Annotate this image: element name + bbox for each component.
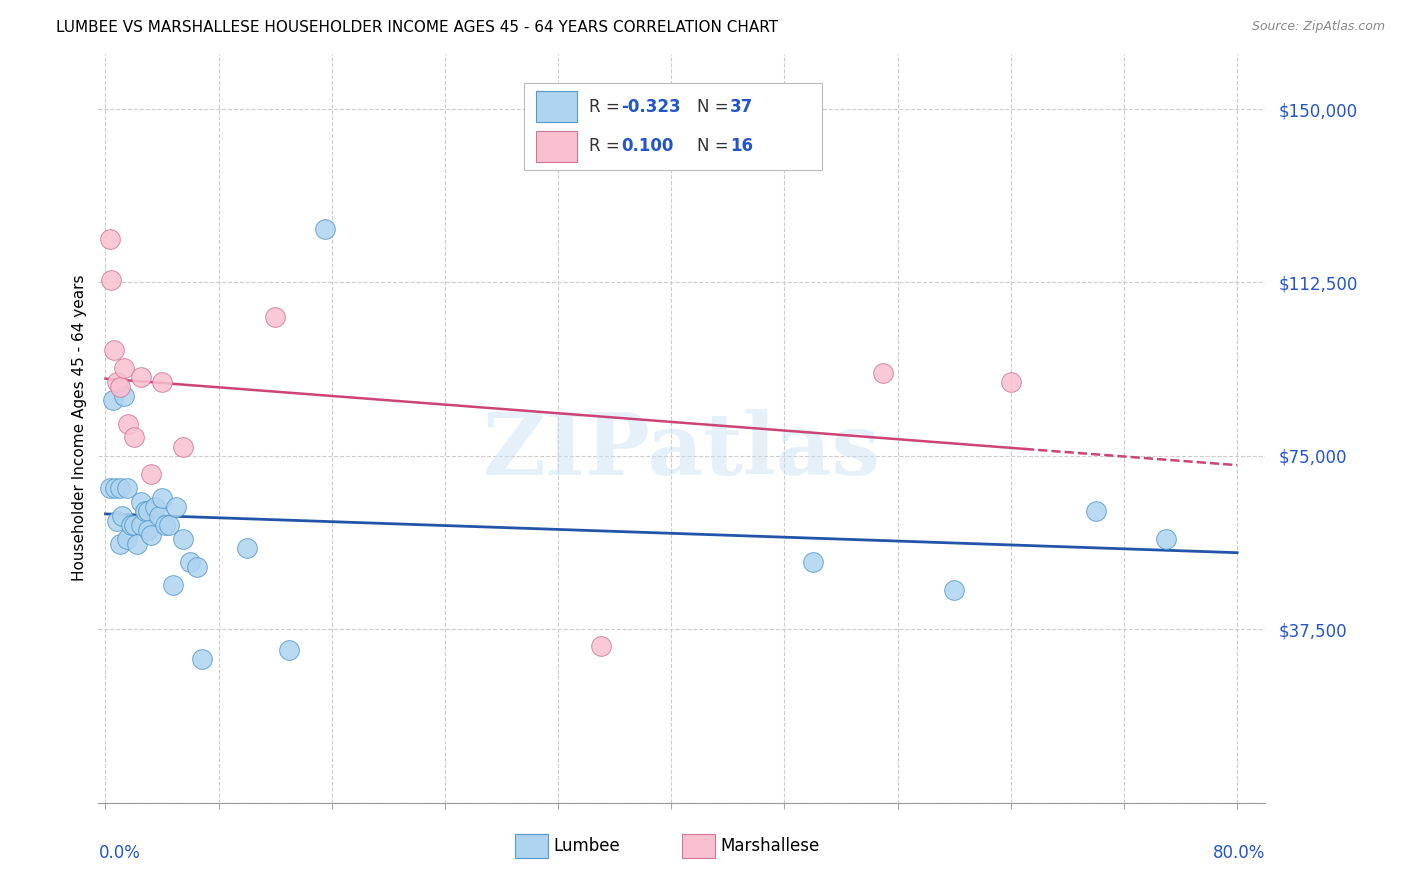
Point	[120, 518, 142, 533]
Point	[105, 375, 128, 389]
Text: 37: 37	[730, 98, 754, 116]
Point	[108, 537, 131, 551]
Point	[134, 504, 156, 518]
Text: 0.100: 0.100	[621, 137, 673, 155]
Point	[186, 560, 208, 574]
Point	[278, 643, 301, 657]
Point	[108, 379, 131, 393]
Point	[165, 500, 187, 514]
Point	[112, 389, 135, 403]
Point	[589, 639, 612, 653]
Point	[150, 491, 173, 505]
Point	[136, 523, 159, 537]
Text: N =: N =	[697, 137, 734, 155]
Point	[148, 509, 170, 524]
Point	[112, 361, 135, 376]
Y-axis label: Householder Income Ages 45 - 64 years: Householder Income Ages 45 - 64 years	[72, 275, 87, 582]
Bar	[536, 91, 576, 122]
Point	[111, 509, 134, 524]
Point	[98, 481, 121, 495]
Text: Lumbee: Lumbee	[554, 838, 620, 855]
Point	[264, 310, 287, 325]
Point	[190, 652, 212, 666]
Point	[115, 532, 138, 546]
Point	[172, 440, 194, 454]
Text: Marshallese: Marshallese	[720, 838, 820, 855]
Text: R =: R =	[589, 137, 624, 155]
Point	[104, 481, 127, 495]
Point	[103, 343, 125, 357]
Text: 16: 16	[730, 137, 752, 155]
Point	[1084, 504, 1107, 518]
Text: ZIPatlas: ZIPatlas	[482, 409, 882, 492]
Text: -0.323: -0.323	[621, 98, 681, 116]
Point	[872, 366, 894, 380]
Text: N =: N =	[697, 98, 734, 116]
Point	[157, 518, 180, 533]
FancyBboxPatch shape	[524, 84, 823, 169]
Point	[153, 518, 176, 533]
Point	[117, 417, 139, 431]
Bar	[682, 834, 714, 858]
Text: Source: ZipAtlas.com: Source: ZipAtlas.com	[1251, 20, 1385, 33]
Point	[115, 481, 138, 495]
Point	[129, 370, 152, 384]
Bar	[536, 131, 576, 162]
Point	[122, 518, 145, 533]
Point	[1000, 375, 1022, 389]
Point	[1156, 532, 1178, 546]
Point	[129, 495, 152, 509]
Text: 0.0%: 0.0%	[98, 844, 141, 862]
Point	[125, 537, 148, 551]
Point	[136, 504, 159, 518]
Point	[943, 582, 966, 597]
Point	[98, 231, 121, 245]
Point	[172, 532, 194, 546]
Point	[122, 430, 145, 444]
Point	[143, 500, 166, 514]
Point	[801, 555, 824, 569]
Point	[105, 514, 128, 528]
Point	[179, 555, 201, 569]
Text: LUMBEE VS MARSHALLESE HOUSEHOLDER INCOME AGES 45 - 64 YEARS CORRELATION CHART: LUMBEE VS MARSHALLESE HOUSEHOLDER INCOME…	[56, 20, 779, 35]
Point	[314, 222, 336, 236]
Point	[139, 527, 162, 541]
Point	[100, 273, 122, 287]
Point	[108, 481, 131, 495]
Bar	[515, 834, 548, 858]
Text: R =: R =	[589, 98, 624, 116]
Point	[162, 578, 184, 592]
Point	[150, 375, 173, 389]
Point	[139, 467, 162, 482]
Point	[101, 393, 124, 408]
Point	[236, 541, 259, 556]
Point	[129, 518, 152, 533]
Text: 80.0%: 80.0%	[1213, 844, 1265, 862]
